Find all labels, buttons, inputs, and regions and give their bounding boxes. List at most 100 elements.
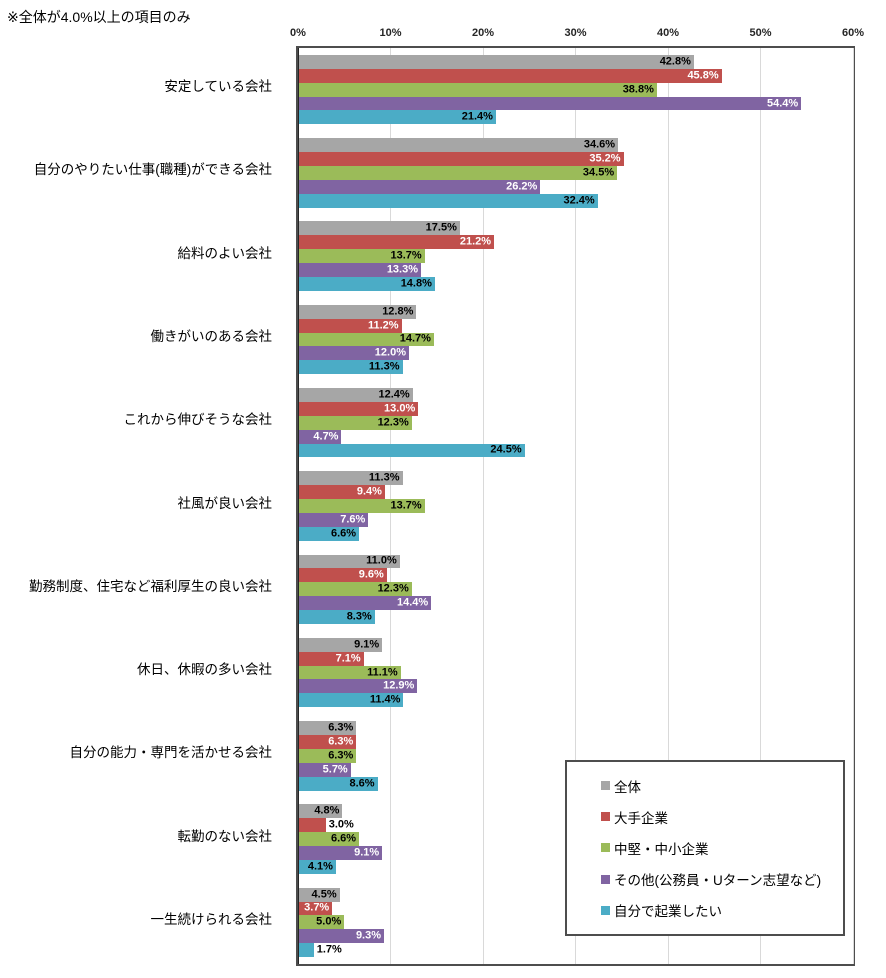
bar-大手企業 — [298, 651, 364, 666]
bar-大手企業 — [298, 152, 624, 166]
vertical-gridline — [667, 48, 669, 964]
bar-row: 11.4% — [298, 693, 853, 708]
bar-value-label: 8.6% — [349, 777, 375, 790]
bar-その他(公務員・Uターン志望など) — [298, 512, 369, 527]
bar-value-label: 24.5% — [490, 443, 522, 456]
bar-row: 42.8% — [298, 54, 853, 69]
x-axis-tick-label: 20% — [471, 27, 495, 39]
bar-自分で起業したい — [298, 277, 435, 291]
vertical-gridline — [760, 48, 761, 964]
bar-value-label: 34.6% — [583, 138, 616, 151]
bar-中堅・中小企業 — [298, 165, 618, 180]
bar-value-label: 6.3% — [328, 749, 354, 762]
bar-value-label: 13.0% — [384, 402, 416, 415]
bar-row: 6.6% — [298, 526, 853, 541]
bar-自分で起業したい — [298, 943, 314, 958]
bar-value-label: 6.3% — [328, 721, 354, 734]
legend-swatch-icon — [601, 905, 610, 915]
x-axis-tick-label: 30% — [564, 27, 587, 39]
bar-大手企業 — [298, 318, 402, 333]
bar-その他(公務員・Uターン志望など) — [298, 679, 418, 694]
bar-value-label: 21.4% — [461, 110, 493, 123]
bar-row: 6.3% — [298, 721, 853, 735]
bar-自分で起業したい — [298, 360, 403, 375]
bar-row: 9.6% — [298, 568, 853, 583]
bar-value-label: 9.4% — [356, 485, 382, 498]
bar-group: 42.8% 45.8% 38.8% 54.4% 21.4% — [298, 48, 853, 131]
bar-row: 1.7% — [298, 943, 853, 958]
bar-row: 21.2% — [298, 235, 853, 250]
bar-value-label: 12.4% — [378, 388, 410, 401]
bar-その他(公務員・Uターン志望など) — [298, 179, 541, 194]
bar-value-label: 11.3% — [368, 360, 400, 373]
bar-value-label: 45.8% — [687, 69, 719, 82]
bar-中堅・中小企業 — [298, 582, 412, 597]
bar-row: 9.1% — [298, 846, 853, 860]
bar-row: 6.3% — [298, 748, 853, 763]
bar-row: 11.2% — [298, 318, 853, 333]
bar-中堅・中小企業 — [298, 332, 434, 347]
legend-item: 自分で起業したい — [601, 900, 837, 920]
bar-group: 17.5% 21.2% 13.7% 13.3% 14.8% — [298, 215, 853, 298]
bar-value-label: 1.7% — [316, 943, 342, 956]
bar-value-label: 6.3% — [328, 735, 354, 748]
bar-row: 14.7% — [298, 332, 853, 347]
bar-その他(公務員・Uターン志望など) — [298, 596, 432, 611]
bar-row: 4.8% — [298, 804, 853, 819]
bar-row: 4.5% — [298, 887, 853, 902]
category-label: 自分のやりたい仕事(職種)ができる会社 — [33, 162, 272, 178]
category-label: 勤務制度、住宅など福利厚生の良い会社 — [29, 578, 272, 594]
bar-value-label: 4.1% — [307, 860, 333, 873]
bar-value-label: 6.6% — [330, 527, 357, 540]
bar-value-label: 9.3% — [355, 929, 382, 942]
vertical-gridline — [852, 48, 854, 964]
bar-value-label: 42.8% — [659, 55, 691, 68]
bar-group: 34.6% 35.2% 34.5% 26.2% 32.4% — [298, 131, 853, 214]
bar-value-label: 13.7% — [390, 499, 422, 512]
bar-value-label: 4.7% — [313, 430, 339, 443]
x-axis-tick-label: 0% — [290, 27, 306, 39]
bar-value-label: 11.1% — [367, 666, 398, 679]
bar-row: 45.8% — [298, 68, 853, 83]
bar-row: 34.5% — [298, 165, 853, 180]
bar-value-label: 8.3% — [346, 610, 372, 623]
bar-value-label: 38.8% — [622, 83, 654, 96]
bar-value-label: 12.0% — [374, 346, 406, 359]
bar-value-label: 35.2% — [589, 152, 621, 165]
bar-row: 17.5% — [298, 221, 853, 236]
bar-中堅・中小企業 — [298, 832, 360, 847]
bar-value-label: 54.4% — [766, 97, 799, 110]
bar-その他(公務員・Uターン志望など) — [298, 346, 409, 361]
bar-value-label: 34.5% — [582, 166, 615, 179]
bar-row: 3.7% — [298, 901, 853, 916]
bar-大手企業 — [298, 235, 495, 250]
bar-row: 11.3% — [298, 471, 853, 486]
bar-row: 11.1% — [298, 665, 853, 680]
bar-row: 35.2% — [298, 152, 853, 166]
bar-その他(公務員・Uターン志望など) — [298, 263, 422, 277]
bar-value-label: 14.8% — [400, 277, 432, 290]
category-label: 転勤のない会社 — [177, 828, 273, 844]
bar-value-label: 12.9% — [383, 679, 415, 692]
bar-その他(公務員・Uターン志望など) — [298, 762, 351, 777]
bar-group: 12.4% 13.0% 12.3% 4.7% 24.5% — [298, 381, 853, 464]
bar-row: 26.2% — [298, 179, 853, 194]
bar-中堅・中小企業 — [298, 499, 425, 513]
bar-自分で起業したい — [298, 526, 360, 541]
legend-label: その他(公務員・Uターン志望など) — [614, 873, 822, 889]
bar-row: 13.7% — [298, 249, 853, 264]
legend-item: 全体 — [601, 776, 837, 796]
bar-row: 14.8% — [298, 277, 853, 291]
legend-swatch-icon — [601, 781, 610, 791]
bar-row: 8.6% — [298, 776, 853, 791]
bar-value-label: 6.6% — [330, 832, 357, 845]
bar-大手企業 — [298, 901, 333, 916]
category-label: 休日、休暇の多い会社 — [137, 662, 272, 678]
bar-value-label: 9.1% — [354, 638, 380, 651]
bar-全体 — [298, 554, 400, 569]
bar-row: 24.5% — [298, 443, 853, 458]
bar-row: 3.0% — [298, 818, 853, 833]
bar-row: 5.0% — [298, 915, 853, 930]
bar-その他(公務員・Uターン志望など) — [298, 96, 802, 111]
